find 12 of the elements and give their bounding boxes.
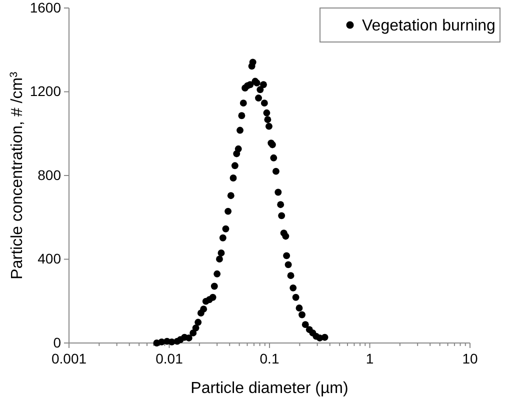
y-tick-label: 1200	[30, 83, 62, 100]
y-tick-label: 1600	[30, 0, 62, 16]
x-tick-label: 0.01	[156, 350, 184, 367]
y-tick-label: 800	[38, 166, 62, 183]
legend-label: Vegetation burning	[362, 18, 496, 35]
x-tick-label: 0.1	[260, 350, 280, 367]
x-tick-label: 10	[462, 350, 478, 367]
x-axis-title: Particle diameter (µm)	[190, 380, 348, 397]
y-tick-label: 400	[38, 250, 62, 267]
y-tick-label: 0	[53, 334, 62, 350]
x-tick-label: 1	[366, 350, 374, 367]
x-tick-label: 0.001	[51, 350, 87, 367]
